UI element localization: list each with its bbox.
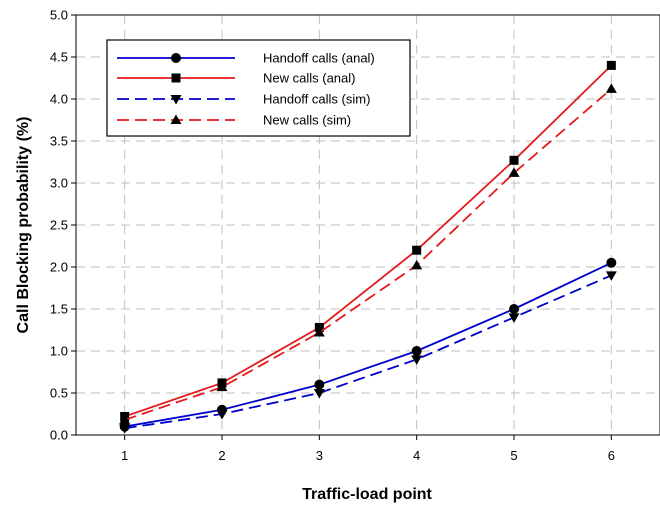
data-point xyxy=(509,304,519,314)
data-point xyxy=(508,313,520,323)
legend-marker xyxy=(171,53,181,63)
y-tick-label: 2.5 xyxy=(50,218,68,233)
legend-items: Handoff calls (anal) New calls (anal) Hand… xyxy=(117,51,375,128)
data-point xyxy=(605,271,617,281)
legend-item: Handoff calls (sim) xyxy=(117,92,370,107)
data-point xyxy=(119,414,131,424)
legend-label: New calls (sim) xyxy=(263,113,351,128)
x-axis-ticks: 1 2 3 4 5 6 xyxy=(121,435,615,463)
x-axis-title: Traffic-load point xyxy=(302,486,432,503)
data-point xyxy=(216,381,228,392)
y-tick-label: 1.0 xyxy=(50,344,68,359)
y-axis-title: Call Blocking probability (%) xyxy=(15,117,32,334)
x-tick-label: 4 xyxy=(413,448,420,463)
data-point xyxy=(605,83,617,93)
x-tick-label: 1 xyxy=(121,448,128,463)
series-line xyxy=(124,64,612,418)
y-tick-label: 0.0 xyxy=(50,428,68,443)
y-tick-label: 4.0 xyxy=(50,92,68,107)
data-point xyxy=(411,346,422,356)
legend-item: Handoff calls (anal) xyxy=(117,51,375,66)
legend-label: Handoff calls (anal) xyxy=(263,51,375,66)
legend: Handoff calls (anal) New calls (anal) Hand… xyxy=(106,39,411,137)
data-point xyxy=(119,424,131,434)
series-4 xyxy=(119,83,617,424)
x-tick-label: 6 xyxy=(608,448,615,463)
data-point xyxy=(508,167,520,177)
data-point xyxy=(411,355,423,365)
series-layer xyxy=(119,60,617,434)
y-tick-label: 2.0 xyxy=(50,260,68,275)
y-tick-label: 3.0 xyxy=(50,176,68,191)
y-tick-label: 3.5 xyxy=(50,134,68,149)
data-point xyxy=(411,259,423,270)
data-point xyxy=(313,327,325,337)
legend-marker xyxy=(170,114,182,124)
data-point xyxy=(509,155,519,165)
x-tick-label: 2 xyxy=(218,448,225,463)
legend-item: New calls (anal) xyxy=(117,71,355,86)
data-point xyxy=(314,379,325,390)
data-point xyxy=(606,257,617,268)
series-1 xyxy=(119,257,617,432)
series-3 xyxy=(119,271,617,434)
series-line xyxy=(124,261,612,428)
legend-marker xyxy=(170,95,182,105)
y-tick-label: 5.0 xyxy=(50,8,68,23)
y-tick-label: 0.5 xyxy=(50,386,68,401)
data-point xyxy=(412,245,422,255)
data-point xyxy=(313,389,325,399)
series-line xyxy=(124,274,612,430)
data-point xyxy=(606,60,616,70)
legend-item: New calls (sim) xyxy=(117,113,351,128)
series-line xyxy=(124,88,612,421)
legend-label: New calls (anal) xyxy=(263,71,355,86)
y-tick-label: 4.5 xyxy=(50,50,68,65)
y-axis-ticks: 0.0 0.5 1.0 1.5 2.0 2.5 3.0 3.5 4.0 4.5 5.0 xyxy=(50,8,76,443)
data-point xyxy=(216,410,228,420)
x-tick-label: 5 xyxy=(510,448,517,463)
grid-layer xyxy=(76,15,660,435)
legend-label: Handoff calls (sim) xyxy=(263,92,370,107)
y-tick-label: 1.5 xyxy=(50,302,68,317)
legend-marker xyxy=(171,73,181,83)
x-tick-label: 3 xyxy=(316,448,323,463)
